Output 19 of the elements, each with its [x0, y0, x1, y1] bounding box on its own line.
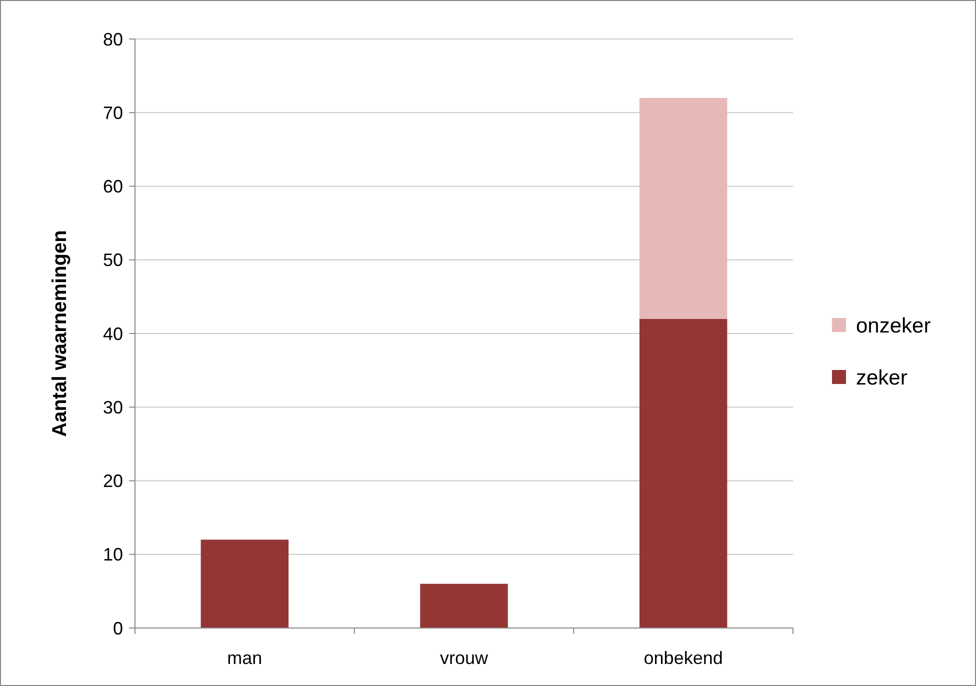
- y-tick-label: 10: [102, 544, 123, 565]
- y-axis-title: Aantal waarnemingen: [49, 230, 71, 437]
- legend-label: onzeker: [856, 314, 931, 338]
- y-tick-label: 60: [102, 176, 123, 197]
- y-tick-label: 40: [102, 324, 123, 344]
- y-tick-label: 50: [102, 250, 123, 270]
- bar: [420, 584, 508, 628]
- y-tick-label: 20: [102, 471, 123, 492]
- y-tick-label: 30: [102, 397, 123, 418]
- x-tick-label: onbekend: [644, 648, 723, 668]
- bar: [639, 318, 728, 628]
- bar: [200, 540, 289, 628]
- legend-label: zeker: [856, 366, 908, 390]
- x-tick-label: vrouw: [440, 648, 490, 668]
- y-tick-label: 80: [102, 29, 123, 50]
- y-tick-label: 0: [112, 618, 123, 638]
- y-tick-label: 70: [102, 102, 123, 123]
- bar: [639, 98, 728, 319]
- x-tick-label: man: [227, 648, 262, 668]
